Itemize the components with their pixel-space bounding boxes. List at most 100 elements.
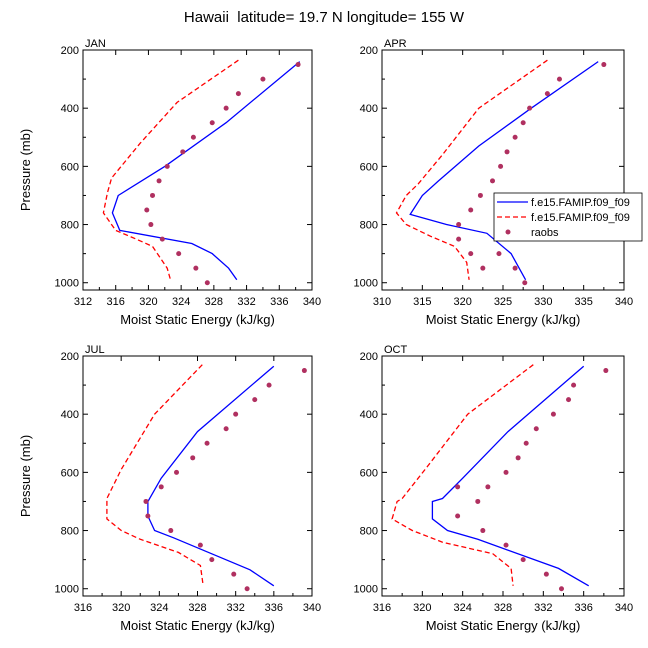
raobs-point xyxy=(512,265,518,271)
series-line-dashed xyxy=(102,59,239,280)
raobs-point xyxy=(233,411,239,417)
x-tick-label: 340 xyxy=(303,296,321,308)
x-tick-label: 324 xyxy=(150,602,168,614)
raobs-point xyxy=(566,397,572,403)
raobs-point xyxy=(550,411,556,417)
series-line-dashed xyxy=(106,364,204,586)
raobs-point xyxy=(498,163,504,169)
y-tick-label: 400 xyxy=(360,409,378,421)
raobs-point xyxy=(485,484,491,490)
raobs-point xyxy=(204,280,210,286)
raobs-point xyxy=(480,528,486,534)
panel-label: OCT xyxy=(384,344,408,356)
raobs-point xyxy=(193,265,199,271)
x-tick-label: 336 xyxy=(265,602,283,614)
y-tick-label: 1000 xyxy=(55,584,79,596)
raobs-point xyxy=(558,586,564,592)
legend: f.e15.FAMIP.f09_f09 f.e15.FAMIP.f09_f09ra… xyxy=(493,192,643,242)
x-tick-label: 316 xyxy=(107,296,125,308)
raobs-point xyxy=(252,397,258,403)
legend-entry: raobs xyxy=(531,227,559,239)
x-tick-label: 328 xyxy=(205,296,223,308)
x-tick-label: 316 xyxy=(373,602,391,614)
raobs-point xyxy=(455,484,461,490)
raobs-point xyxy=(512,134,518,140)
raobs-point xyxy=(455,513,461,519)
x-tick-label: 332 xyxy=(237,296,255,308)
series-line-dashed xyxy=(395,59,548,280)
x-tick-label: 325 xyxy=(494,296,512,308)
panel-oct: 316 320 324 328 332 336 340 200 400 600 800 1000 OCT… xyxy=(354,344,634,633)
raobs-point xyxy=(209,557,215,563)
y-tick-label: 400 xyxy=(61,409,79,421)
y-tick-label: 600 xyxy=(360,161,378,173)
raobs-point xyxy=(235,91,241,97)
raobs-point xyxy=(456,236,462,242)
x-tick-label: 328 xyxy=(494,602,512,614)
raobs-point xyxy=(168,528,174,534)
raobs-point xyxy=(527,105,533,111)
y-tick-label: 200 xyxy=(360,45,378,57)
x-tick-label: 340 xyxy=(303,602,321,614)
legend-marker xyxy=(505,229,511,235)
raobs-point xyxy=(520,557,526,563)
raobs-point xyxy=(515,455,521,461)
raobs-point xyxy=(145,513,151,519)
y-tick-label: 200 xyxy=(61,45,79,57)
series-group xyxy=(106,364,307,592)
raobs-point xyxy=(158,484,164,490)
x-tick-label: 312 xyxy=(74,296,92,308)
x-axis-label: Moist Static Energy (kJ/kg) xyxy=(120,312,275,327)
series-line-solid xyxy=(431,365,590,587)
y-tick-label: 600 xyxy=(360,467,378,479)
raobs-point xyxy=(523,440,529,446)
series-group xyxy=(391,364,609,592)
raobs-point xyxy=(190,455,196,461)
raobs-point xyxy=(156,178,162,184)
y-tick-label: 800 xyxy=(61,220,79,232)
raobs-point xyxy=(533,426,539,432)
series-line-solid xyxy=(409,61,599,281)
raobs-point xyxy=(174,469,180,475)
raobs-point xyxy=(159,236,165,242)
raobs-point xyxy=(543,571,549,577)
panel-jul: 316 320 324 328 332 336 340 200 400 600 800 1000 JUL… xyxy=(18,344,321,633)
raobs-point xyxy=(603,368,609,374)
panel-label: APR xyxy=(384,38,407,50)
raobs-point xyxy=(295,62,301,68)
x-tick-label: 328 xyxy=(188,602,206,614)
legend-box xyxy=(493,192,643,242)
raobs-point xyxy=(223,426,229,432)
x-tick-label: 320 xyxy=(413,602,431,614)
x-tick-label: 324 xyxy=(453,602,471,614)
x-tick-label: 336 xyxy=(574,602,592,614)
raobs-point xyxy=(266,382,272,388)
x-tick-label: 335 xyxy=(574,296,592,308)
raobs-point xyxy=(231,571,237,577)
x-axis-label: Moist Static Energy (kJ/kg) xyxy=(426,312,581,327)
y-tick-label: 400 xyxy=(360,103,378,115)
series-group xyxy=(102,59,301,286)
y-tick-label: 200 xyxy=(360,351,378,363)
raobs-point xyxy=(468,207,474,213)
x-tick-label: 320 xyxy=(112,602,130,614)
legend-entry: f.e15.FAMIP.f09_f09 xyxy=(531,197,630,209)
raobs-point xyxy=(148,222,154,228)
raobs-point xyxy=(456,222,462,228)
raobs-point xyxy=(164,163,170,169)
y-tick-label: 800 xyxy=(360,526,378,538)
y-tick-label: 400 xyxy=(61,103,79,115)
x-tick-label: 340 xyxy=(615,296,633,308)
raobs-point xyxy=(480,265,486,271)
raobs-point xyxy=(504,149,510,155)
raobs-point xyxy=(301,368,307,374)
y-tick-label: 600 xyxy=(61,467,79,479)
x-axis-label: Moist Static Energy (kJ/kg) xyxy=(120,618,275,633)
y-tick-label: 1000 xyxy=(354,584,378,596)
raobs-point xyxy=(522,280,528,286)
raobs-point xyxy=(556,76,562,82)
panel-apr: 310 315 320 325 330 335 340 200 400 600 800 1000 APR… xyxy=(354,38,643,327)
x-tick-label: 315 xyxy=(413,296,431,308)
